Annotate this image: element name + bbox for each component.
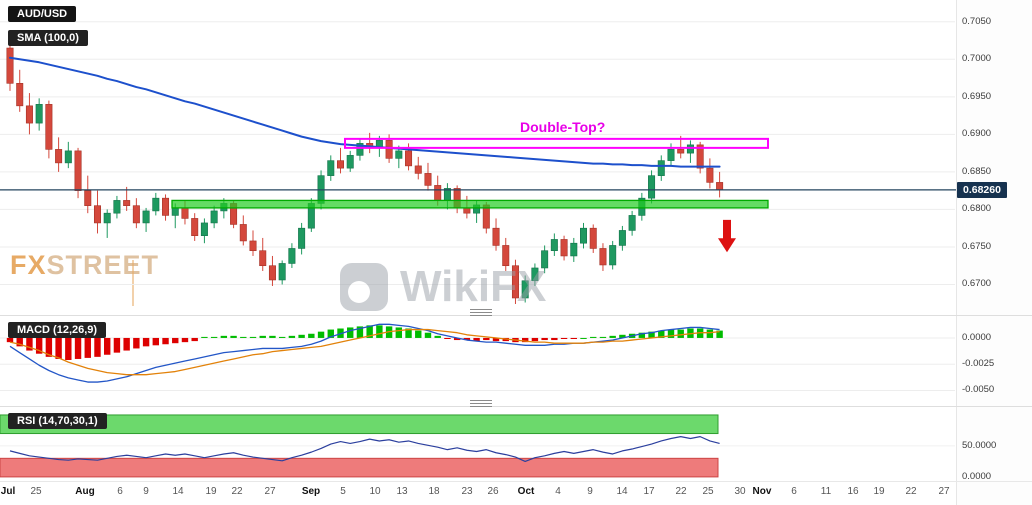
time-tick-label: 9	[587, 486, 593, 497]
time-tick-label: 22	[675, 486, 687, 497]
chart-canvas[interactable]	[0, 0, 956, 484]
support-band[interactable]	[171, 199, 769, 209]
fxstreet-logo-bar	[132, 260, 134, 306]
price-axis-labels: 0.7050 0.7000 0.6950 0.6900 0.6850 0.6800 0.67…	[962, 0, 1032, 505]
panel-resize-handle[interactable]	[470, 400, 492, 407]
time-tick-label: Oct	[517, 486, 535, 497]
macd-signal-line	[9, 328, 720, 376]
axis-tick-label: 0.6800	[962, 203, 992, 215]
gridlines	[0, 21, 955, 447]
axis-tick-label: 0.6850	[962, 165, 992, 177]
time-tick-label: 4	[555, 486, 561, 497]
candlestick-series	[6, 42, 724, 304]
time-tick-label: 13	[396, 486, 408, 497]
oversold-band	[0, 457, 719, 478]
time-tick-label: Jul	[0, 486, 16, 497]
current-price-label: 0.68260	[957, 181, 1007, 198]
axis-tick-label: 0.6950	[962, 90, 992, 102]
axis-tick-label: 0.0000	[962, 470, 992, 482]
price-axis-column[interactable]	[956, 0, 1032, 505]
time-tick-label: 22	[905, 486, 917, 497]
double-top-annotation[interactable]: Double-Top?	[520, 119, 606, 135]
axis-tick-label: 0.0000	[962, 331, 992, 343]
time-tick-label: 14	[616, 486, 628, 497]
resistance-zone[interactable]	[344, 137, 769, 149]
time-tick-label: 9	[143, 486, 149, 497]
down-arrow[interactable]	[718, 219, 736, 253]
macd-indicator-badge[interactable]: MACD (12,26,9)	[8, 322, 107, 338]
macd-histogram	[6, 325, 723, 360]
axis-tick-label: 0.6700	[962, 278, 992, 290]
axis-tick-label: -0.0025	[962, 358, 995, 370]
time-tick-label: 25	[30, 486, 42, 497]
time-tick-label: 10	[369, 486, 381, 497]
fxstreet-watermark-fx: FX	[10, 250, 47, 280]
time-tick-label: 23	[461, 486, 473, 497]
macd-line	[9, 323, 720, 383]
fxstreet-watermark: FXSTREET	[10, 250, 160, 306]
time-tick-label: 25	[702, 486, 714, 497]
time-tick-label: 19	[205, 486, 217, 497]
time-tick-label: 27	[938, 486, 950, 497]
time-tick-label: 17	[643, 486, 655, 497]
panel-separator[interactable]	[0, 406, 1032, 407]
symbol-badge[interactable]: AUD/USD	[8, 6, 77, 22]
time-tick-label: 30	[734, 486, 746, 497]
axis-tick-label: 0.7000	[962, 53, 992, 65]
time-tick-label: 11	[820, 486, 832, 497]
time-tick-label: Nov	[752, 486, 772, 497]
time-tick-label: 14	[172, 486, 184, 497]
time-tick-label: 6	[791, 486, 797, 497]
axis-tick-label: -0.0050	[962, 384, 995, 396]
axis-tick-label: 0.6900	[962, 128, 992, 140]
time-tick-label: 27	[264, 486, 276, 497]
fxstreet-watermark-street: STREET	[46, 250, 160, 280]
time-tick-label: Sep	[301, 486, 321, 497]
time-tick-label: Aug	[75, 486, 95, 497]
overbought-band	[0, 414, 719, 435]
time-axis[interactable]: Jul 25 Aug 6 9 14 19 22 27 Sep 5 10 13 18 23 26 Oct 4 9 14 1…	[0, 486, 956, 502]
time-tick-label: 18	[428, 486, 440, 497]
panel-resize-handle[interactable]	[470, 309, 492, 316]
time-tick-label: 19	[873, 486, 885, 497]
time-tick-label: 22	[231, 486, 243, 497]
rsi-line	[9, 436, 720, 463]
time-tick-label: 26	[487, 486, 499, 497]
time-axis-separator	[0, 481, 1032, 482]
axis-tick-label: 0.6750	[962, 240, 992, 252]
time-tick-label: 6	[117, 486, 123, 497]
time-tick-label: 16	[847, 486, 859, 497]
sma-line	[9, 56, 721, 168]
rsi-indicator-badge[interactable]: RSI (14,70,30,1)	[8, 413, 107, 429]
time-tick-label: 5	[340, 486, 346, 497]
axis-tick-label: 0.7050	[962, 15, 992, 27]
axis-tick-label: 50.0000	[962, 439, 997, 451]
panel-separator[interactable]	[0, 315, 1032, 316]
sma-indicator-badge[interactable]: SMA (100,0)	[8, 30, 88, 46]
